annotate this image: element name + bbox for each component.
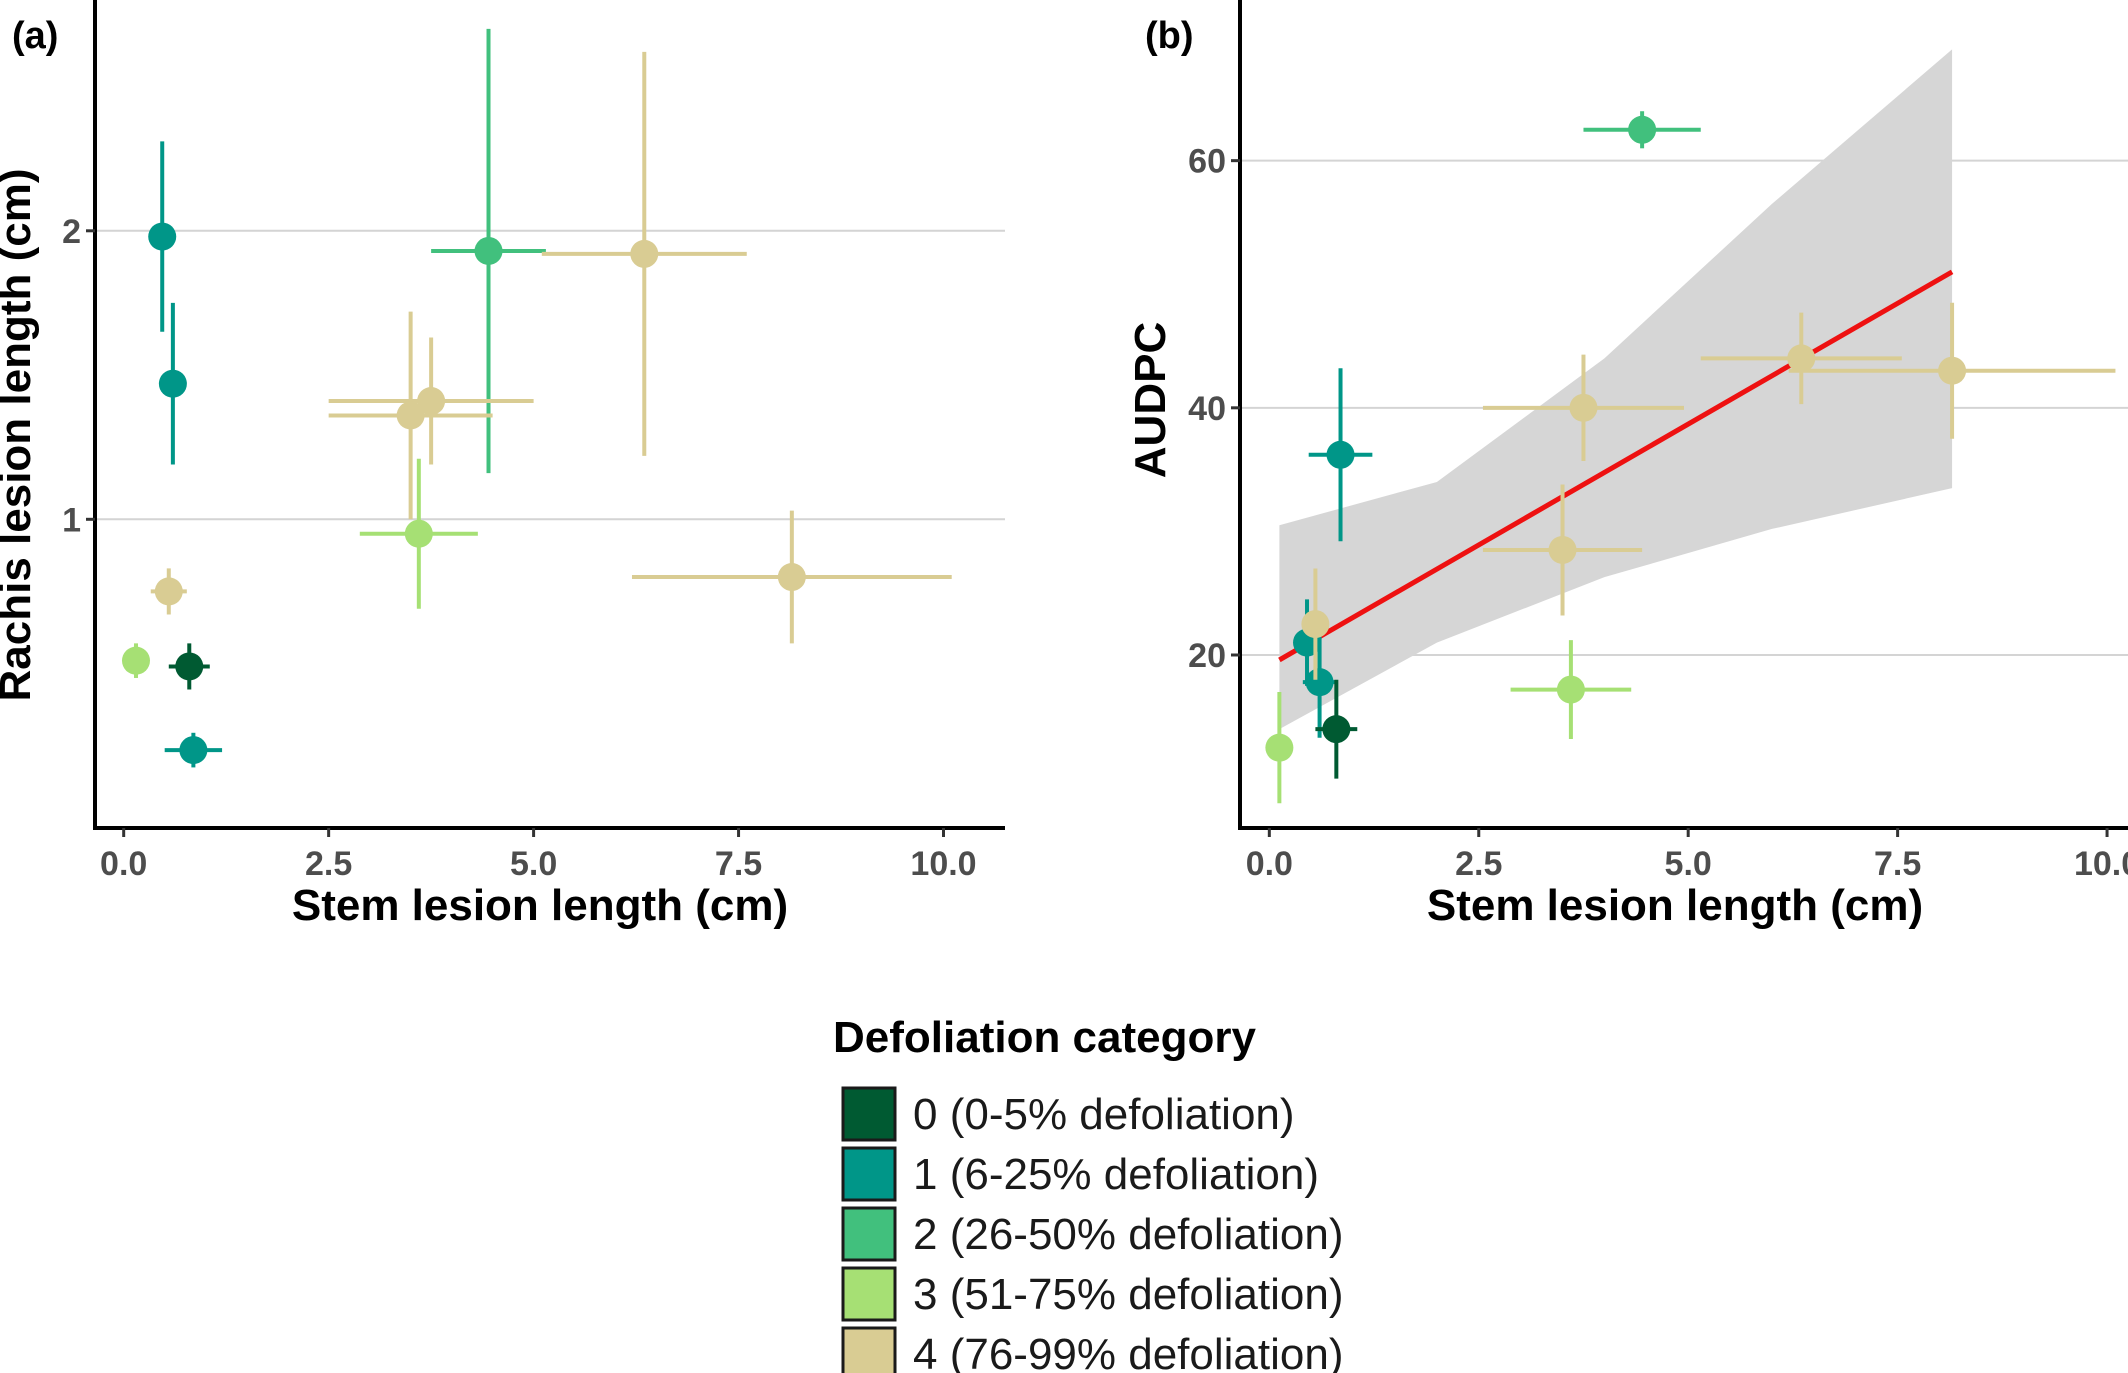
panel-b-y-axis-title: AUDPC xyxy=(1126,322,1175,478)
legend-swatch xyxy=(841,1206,897,1262)
legend-swatch xyxy=(841,1086,897,1142)
panel-a-y-axis-title: Rachis lesion length (cm) xyxy=(0,169,40,702)
point-marker xyxy=(1322,715,1351,744)
x-tick-label: 7.5 xyxy=(715,845,762,883)
x-tick-label: 0.0 xyxy=(100,845,147,883)
panel-b-tick-labels: 0.0 2.5 5.0 7.5 10.0 20 40 60 xyxy=(1188,143,2128,883)
data-point-8 xyxy=(1482,484,1643,616)
panel-b-confidence-band xyxy=(1279,49,1953,730)
point-marker xyxy=(175,652,204,681)
panel-b: (b) 0.0 2.5 5.0 7.5 10.0 20 40 60 Stem lesion l… xyxy=(1126,0,2128,930)
data-point-5 xyxy=(1301,568,1330,680)
data-point-9 xyxy=(1510,640,1632,740)
data-point-2 xyxy=(1308,368,1373,542)
panel-b-axes xyxy=(1238,0,2128,830)
point-marker xyxy=(630,239,659,268)
x-tick-label: 5.0 xyxy=(1665,845,1712,883)
x-tick-label: 10.0 xyxy=(2074,845,2128,883)
data-point-2 xyxy=(164,732,223,768)
confidence-band xyxy=(1279,49,1953,730)
legend-item-4: 4 (76-99% defoliation) xyxy=(841,1326,1343,1373)
x-tick-label: 10.0 xyxy=(910,845,976,883)
data-point-8 xyxy=(328,337,534,465)
x-tick-label: 2.5 xyxy=(1455,845,1502,883)
panel-a-axes xyxy=(93,0,1005,830)
legend-item-0: 0 (0-5% defoliation) xyxy=(841,1086,1295,1142)
point-marker xyxy=(1326,440,1355,469)
point-marker xyxy=(474,236,503,265)
point-marker xyxy=(1628,115,1657,144)
panel-b-label: (b) xyxy=(1145,15,1194,57)
data-point-4 xyxy=(121,643,150,678)
point-marker xyxy=(1548,535,1577,564)
data-point-11 xyxy=(1788,302,2116,439)
data-point-6 xyxy=(431,28,546,474)
point-marker xyxy=(1787,344,1816,373)
legend-item-2: 2 (26-50% defoliation) xyxy=(841,1206,1343,1262)
legend-label: 1 (6-25% defoliation) xyxy=(913,1150,1319,1199)
y-tick-label: 20 xyxy=(1188,637,1226,675)
point-marker xyxy=(1569,393,1598,422)
point-marker xyxy=(158,369,187,398)
panel-a-tick-labels: 0.0 2.5 5.0 7.5 10.0 1 2 xyxy=(62,213,977,883)
x-tick-label: 5.0 xyxy=(510,845,557,883)
data-point-7 xyxy=(1482,354,1684,461)
data-point-3 xyxy=(168,643,210,690)
legend-label: 0 (0-5% defoliation) xyxy=(913,1090,1295,1139)
y-tick-label: 2 xyxy=(62,213,81,251)
legend-swatch xyxy=(841,1266,897,1322)
legend-title: Defoliation category xyxy=(833,1013,1256,1062)
point-marker xyxy=(1938,356,1967,385)
data-point-6 xyxy=(1583,111,1701,149)
point-marker xyxy=(1301,610,1330,639)
data-point-0 xyxy=(148,141,177,332)
x-tick-label: 0.0 xyxy=(1246,845,1293,883)
y-tick-label: 60 xyxy=(1188,143,1226,181)
regression-line xyxy=(1278,269,1954,663)
panel-b-fit-line xyxy=(1278,269,1954,663)
point-marker xyxy=(121,646,150,675)
data-point-5 xyxy=(150,568,187,615)
point-marker xyxy=(1265,733,1294,762)
data-point-10 xyxy=(1700,312,1902,405)
point-marker xyxy=(404,519,433,548)
data-point-3 xyxy=(1315,679,1358,779)
legend-swatch xyxy=(841,1146,897,1202)
point-marker xyxy=(1556,675,1585,704)
data-point-4 xyxy=(1265,692,1294,804)
point-marker xyxy=(396,401,425,430)
legend-label: 3 (51-75% defoliation) xyxy=(913,1270,1343,1319)
point-marker xyxy=(777,563,806,592)
data-point-10 xyxy=(359,458,478,609)
panel-a: (a) 0.0 2.5 5.0 7.5 10.0 1 2 Stem lesion lengt… xyxy=(0,0,1005,930)
data-point-1 xyxy=(1302,626,1337,738)
point-marker xyxy=(154,577,183,606)
data-point-11 xyxy=(631,510,952,644)
x-tick-label: 7.5 xyxy=(1874,845,1921,883)
panel-a-points xyxy=(121,28,952,768)
x-tick-label: 2.5 xyxy=(305,845,352,883)
panel-a-x-axis-title: Stem lesion length (cm) xyxy=(292,881,788,930)
legend-label: 2 (26-50% defoliation) xyxy=(913,1210,1343,1259)
point-marker xyxy=(148,222,177,251)
data-point-9 xyxy=(328,311,493,520)
data-point-1 xyxy=(158,302,187,465)
y-tick-label: 40 xyxy=(1188,390,1226,428)
legend: Defoliation category 0 (0-5% defoliation… xyxy=(833,1013,1343,1373)
legend-swatch xyxy=(841,1326,897,1373)
point-marker xyxy=(179,736,208,765)
legend-item-3: 3 (51-75% defoliation) xyxy=(841,1266,1343,1322)
legend-label: 4 (76-99% defoliation) xyxy=(913,1330,1343,1373)
y-tick-label: 1 xyxy=(62,501,81,539)
panel-b-x-axis-title: Stem lesion length (cm) xyxy=(1427,881,1923,930)
data-point-7 xyxy=(541,51,747,456)
point-marker xyxy=(1305,668,1334,697)
legend-item-1: 1 (6-25% defoliation) xyxy=(841,1146,1319,1202)
point-marker xyxy=(417,387,446,416)
panel-a-grid xyxy=(95,229,1005,521)
panel-a-label: (a) xyxy=(12,15,58,57)
panel-b-points xyxy=(1265,111,2116,804)
